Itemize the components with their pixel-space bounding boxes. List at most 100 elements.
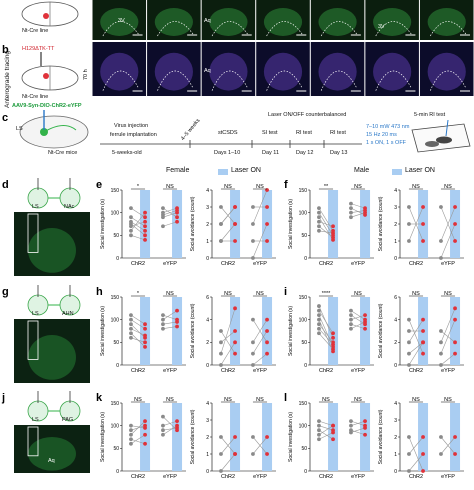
y-tick-label: 6 (206, 295, 209, 301)
chart-e-si: Social investigation (s) 0 50 100 150 * ChR2 NS… (100, 180, 190, 277)
laser-off-point (349, 215, 353, 220)
pair-line (162, 210, 178, 216)
laser-on-point (421, 435, 425, 439)
y-tick-label: 6 (394, 295, 397, 301)
micrograph-tile (419, 0, 474, 40)
laser-on-band (450, 297, 461, 365)
laser-on-point (265, 188, 269, 192)
construct-label: H129ΔTK-TT (22, 46, 55, 52)
laser-on-point (331, 347, 335, 352)
y-tick-label: 0 (116, 256, 119, 262)
pair-line (408, 436, 424, 455)
laser-on-point (175, 419, 179, 424)
anterograde-label: Anterograde tracing (4, 50, 11, 108)
y-tick-label: 150 (299, 295, 308, 301)
aq-label-j: Aq (48, 458, 55, 464)
laser-off-point (407, 340, 411, 345)
laser-on-point (143, 419, 147, 424)
laser-on-point (143, 237, 147, 242)
laser-off-point (129, 326, 133, 331)
pair-line (440, 308, 456, 343)
histology-signal (28, 228, 76, 273)
laser-off-point (161, 224, 165, 229)
laser-off-point (129, 224, 133, 229)
laser-off-point (407, 351, 411, 356)
laser-off-point (161, 423, 165, 428)
laser-on-point (175, 320, 179, 324)
laser-off-point (439, 239, 443, 243)
laser-on-point (331, 331, 335, 336)
laser-on-point (143, 210, 147, 215)
laser-off-point (317, 206, 321, 211)
laser-off-point (161, 317, 165, 322)
sig-label: NS (412, 291, 420, 297)
laser-on-band (172, 190, 183, 258)
laser-off-point (349, 313, 353, 318)
laser-on-point (421, 329, 425, 333)
histology-signal (28, 335, 76, 380)
pair-line (440, 330, 456, 343)
pair-line (252, 353, 268, 366)
laser-off-point (161, 322, 165, 327)
laser-on-point (143, 224, 147, 229)
category-label: ChR2 (131, 261, 145, 267)
laser-param-1: 7–10 mW 473 nm (366, 124, 410, 130)
pair-line (318, 432, 334, 440)
laser-off-point (251, 452, 255, 456)
micrograph-tile (147, 42, 201, 96)
laser-off-point (407, 363, 411, 367)
pair-line (318, 420, 334, 426)
fiber-track (27, 320, 39, 360)
laser-off-point (219, 363, 223, 367)
y-tick-label: 100 (299, 210, 308, 216)
laser-on-swatch-female (218, 169, 228, 175)
y-tick-label: 1 (394, 452, 397, 458)
laser-on-point (331, 235, 335, 240)
panel-letter-k: k (96, 392, 103, 404)
nac-label: NAc (64, 204, 75, 210)
laser-on-point (143, 326, 147, 331)
laser-off-point (317, 322, 321, 327)
laser-on-point (331, 342, 335, 347)
laser-off-point (251, 205, 255, 209)
nt-cre-top-label: Nt-Cre line (22, 28, 49, 34)
laser-off-point (317, 308, 321, 313)
age-label: 5-weeks-old (112, 150, 142, 156)
micrograph-tile (310, 42, 365, 96)
laser-on-point (143, 233, 147, 238)
pair-line (130, 425, 146, 429)
y-axis-label: Social investigation (s) (288, 306, 294, 356)
ls-label-j: LS (32, 417, 39, 423)
pair-line (130, 216, 146, 227)
micrograph-tile (256, 42, 310, 96)
ls-label-g: LS (32, 311, 39, 317)
panel-letter-l: l (284, 392, 288, 404)
brain-schematic-bottom (21, 65, 79, 91)
chart-f-sa: Social avoidance (count) 0 1 2 3 4 NS ChR2 NS eYF… (378, 180, 468, 277)
laser-off-point (317, 419, 321, 424)
laser-off-point (251, 239, 255, 243)
y-tick-label: 2 (206, 340, 209, 346)
ri-test2-label: RI test (330, 130, 346, 136)
mouse-brain-diagram (19, 110, 89, 149)
y-tick-label: 0 (304, 363, 307, 369)
laser-off-point (161, 432, 165, 437)
laser-on-point (453, 351, 457, 356)
laser-on-point (421, 205, 425, 209)
pair-line (162, 310, 178, 320)
laser-off-point (349, 201, 353, 206)
laser-on-point (363, 326, 367, 331)
y-axis-label: Social investigation (s) (288, 412, 294, 462)
y-tick-label: 3 (394, 205, 397, 211)
laser-on-point (331, 437, 335, 442)
laser-off-point (129, 206, 133, 211)
weeks-label: 4–5 weeks (180, 117, 202, 142)
sig-label: NS (354, 184, 362, 190)
micrograph-strip-green (92, 0, 474, 40)
laser-off-point (439, 351, 443, 356)
y-tick-label: 1 (206, 239, 209, 245)
si-test-label: SI test (262, 130, 278, 136)
sig-label: NS (256, 184, 264, 190)
y-tick-label: 0 (116, 469, 119, 475)
y-tick-label: 2 (206, 435, 209, 441)
